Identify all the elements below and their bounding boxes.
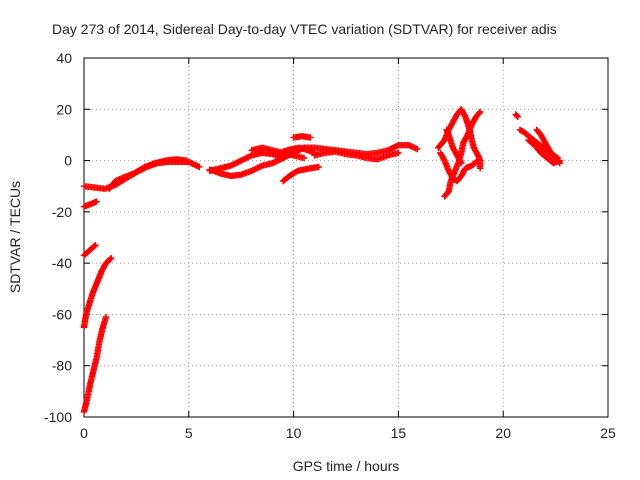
data-track xyxy=(105,156,190,192)
data-point xyxy=(102,313,110,321)
data-point xyxy=(183,157,190,164)
data-track xyxy=(443,126,465,167)
data-point xyxy=(93,198,100,205)
data-track xyxy=(279,163,322,185)
y-tick-label: -40 xyxy=(52,255,72,271)
data-point xyxy=(107,255,114,263)
x-tick-label: 20 xyxy=(495,425,511,441)
plot-frame xyxy=(83,57,609,418)
data-track xyxy=(512,111,522,121)
series-sdtvar xyxy=(80,106,563,416)
data-point xyxy=(196,163,203,171)
y-tick-label: 0 xyxy=(64,153,72,169)
data-track xyxy=(80,158,203,192)
x-axis-label: GPS time / hours xyxy=(293,458,400,474)
y-tick-label: -20 xyxy=(52,204,72,220)
data-point xyxy=(476,165,484,172)
data-track xyxy=(533,126,561,162)
data-point xyxy=(307,134,314,141)
data-track xyxy=(80,313,110,416)
x-tick-label: 0 xyxy=(80,425,88,441)
data-point xyxy=(476,109,483,117)
data-track xyxy=(290,133,314,141)
data-point xyxy=(108,254,115,262)
data-point xyxy=(300,154,308,162)
y-tick-label: 40 xyxy=(56,50,72,66)
data-point xyxy=(474,157,482,164)
axis-ticks: 0 5 10 15 20 25 -100 -80 -60 -40 -20 0 20 40 xyxy=(44,50,616,441)
data-point xyxy=(473,158,481,165)
data-point xyxy=(554,154,561,162)
x-tick-label: 15 xyxy=(391,425,407,441)
data-track xyxy=(437,149,482,185)
x-tick-label: 25 xyxy=(600,425,616,441)
data-point xyxy=(395,149,402,157)
data-track xyxy=(80,254,115,331)
data-points xyxy=(80,106,563,416)
x-tick-label: 5 xyxy=(185,425,193,441)
x-tick-label: 10 xyxy=(286,425,302,441)
data-point xyxy=(91,242,98,250)
grid-lines xyxy=(84,58,608,417)
data-point xyxy=(315,163,322,171)
data-track xyxy=(80,241,99,259)
data-track xyxy=(80,198,100,210)
data-point xyxy=(92,241,99,249)
chart-title: Day 273 of 2014, Sidereal Day-to-day VTE… xyxy=(52,21,557,37)
data-track xyxy=(311,148,402,163)
data-point xyxy=(514,113,522,121)
y-tick-label: -80 xyxy=(52,358,72,374)
data-point xyxy=(476,108,484,116)
y-tick-label: -100 xyxy=(44,409,72,425)
y-tick-label: 20 xyxy=(56,101,72,117)
data-point xyxy=(414,145,421,153)
y-tick-label: -60 xyxy=(52,306,72,322)
data-track xyxy=(525,136,563,167)
y-axis-label: SDTVAR / TECUs xyxy=(7,181,23,293)
data-point xyxy=(458,159,465,167)
